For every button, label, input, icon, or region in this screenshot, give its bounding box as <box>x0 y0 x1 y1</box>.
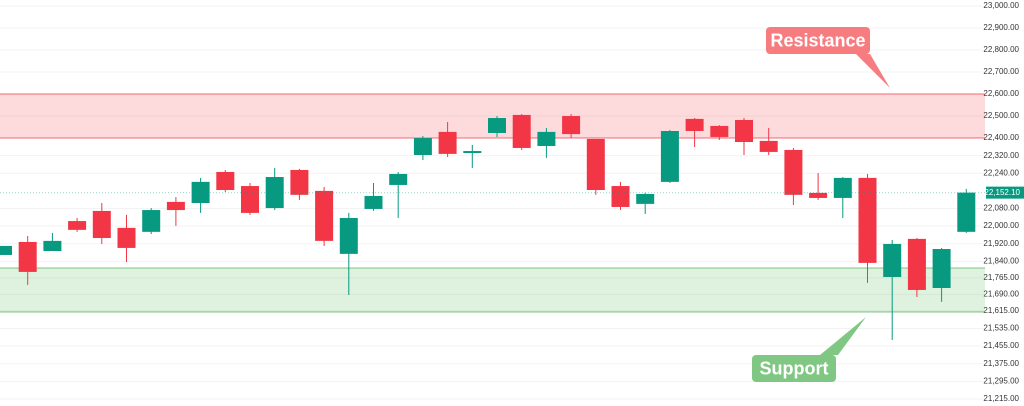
annotation-label: Support <box>760 358 829 378</box>
last-price-box <box>986 186 1024 199</box>
candle-body <box>710 125 729 137</box>
annotation-pointer <box>820 317 866 355</box>
candle-body <box>166 201 185 211</box>
candle-body <box>68 221 87 230</box>
y-tick-label: 22,700.00 <box>983 67 1019 76</box>
candle-body <box>315 190 334 241</box>
candle-body <box>932 249 951 288</box>
candle-body <box>883 243 902 277</box>
candle-body <box>907 238 926 290</box>
candle-body <box>611 186 630 207</box>
y-tick-label: 23,000.00 <box>983 1 1019 10</box>
candle-body <box>488 118 506 133</box>
y-tick-label: 21,615.00 <box>983 306 1019 315</box>
y-tick-label: 21,215.00 <box>983 394 1019 403</box>
candle-body <box>216 171 235 191</box>
y-tick-label: 22,500.00 <box>983 111 1019 120</box>
y-tick-label: 22,080.00 <box>983 204 1019 213</box>
candle-body <box>562 116 581 135</box>
y-tick-label: 21,375.00 <box>983 359 1019 368</box>
y-tick-label: 21,535.00 <box>983 324 1019 333</box>
candle-body <box>636 193 655 204</box>
candle-body <box>858 177 877 263</box>
y-tick-label: 22,800.00 <box>983 45 1019 54</box>
y-tick-label: 21,455.00 <box>983 341 1019 350</box>
candle-body <box>438 131 457 154</box>
candle-body <box>290 169 309 195</box>
y-tick-label: 22,600.00 <box>983 89 1019 98</box>
y-tick-label: 22,000.00 <box>983 221 1019 230</box>
y-tick-label: 22,320.00 <box>983 151 1019 160</box>
candle-body <box>833 177 852 198</box>
y-tick-label: 21,840.00 <box>983 256 1019 265</box>
candle-body <box>389 173 408 185</box>
candle-body <box>586 138 605 191</box>
annotation-pointer <box>856 54 890 88</box>
candle-body <box>92 210 111 239</box>
zone <box>0 267 985 312</box>
candle-body <box>265 177 284 209</box>
y-tick-label: 21,765.00 <box>983 273 1019 282</box>
candle-body <box>364 195 383 209</box>
y-tick-label: 21,690.00 <box>983 289 1019 298</box>
candle-body <box>463 151 482 154</box>
candle-body <box>43 240 62 251</box>
candle-body <box>685 118 704 132</box>
annotation-box <box>766 27 870 54</box>
candle-body <box>512 114 531 148</box>
candle-body <box>241 186 259 213</box>
y-tick-label: 21,295.00 <box>983 376 1019 385</box>
last-price-label: 22,152.10 <box>984 188 1020 197</box>
y-tick-label: 21,920.00 <box>983 239 1019 248</box>
candle-body <box>660 131 679 182</box>
annotation-label: Resistance <box>770 30 865 50</box>
candle-body <box>413 138 432 156</box>
candle-body <box>0 245 12 255</box>
candle-body <box>537 131 556 146</box>
candle-body <box>784 149 803 195</box>
y-tick-label: 22,400.00 <box>983 133 1019 142</box>
candle-body <box>759 140 778 152</box>
candle-body <box>957 192 976 232</box>
candle-body <box>191 181 210 203</box>
candle-body <box>339 217 358 254</box>
y-tick-label: 22,900.00 <box>983 23 1019 32</box>
annotation-box <box>752 355 836 382</box>
candle-body <box>117 227 136 248</box>
candle-body <box>809 192 828 198</box>
candle-body <box>142 210 161 232</box>
candle-body <box>18 241 37 272</box>
candle-body <box>735 119 753 143</box>
y-tick-label: 22,240.00 <box>983 168 1019 177</box>
